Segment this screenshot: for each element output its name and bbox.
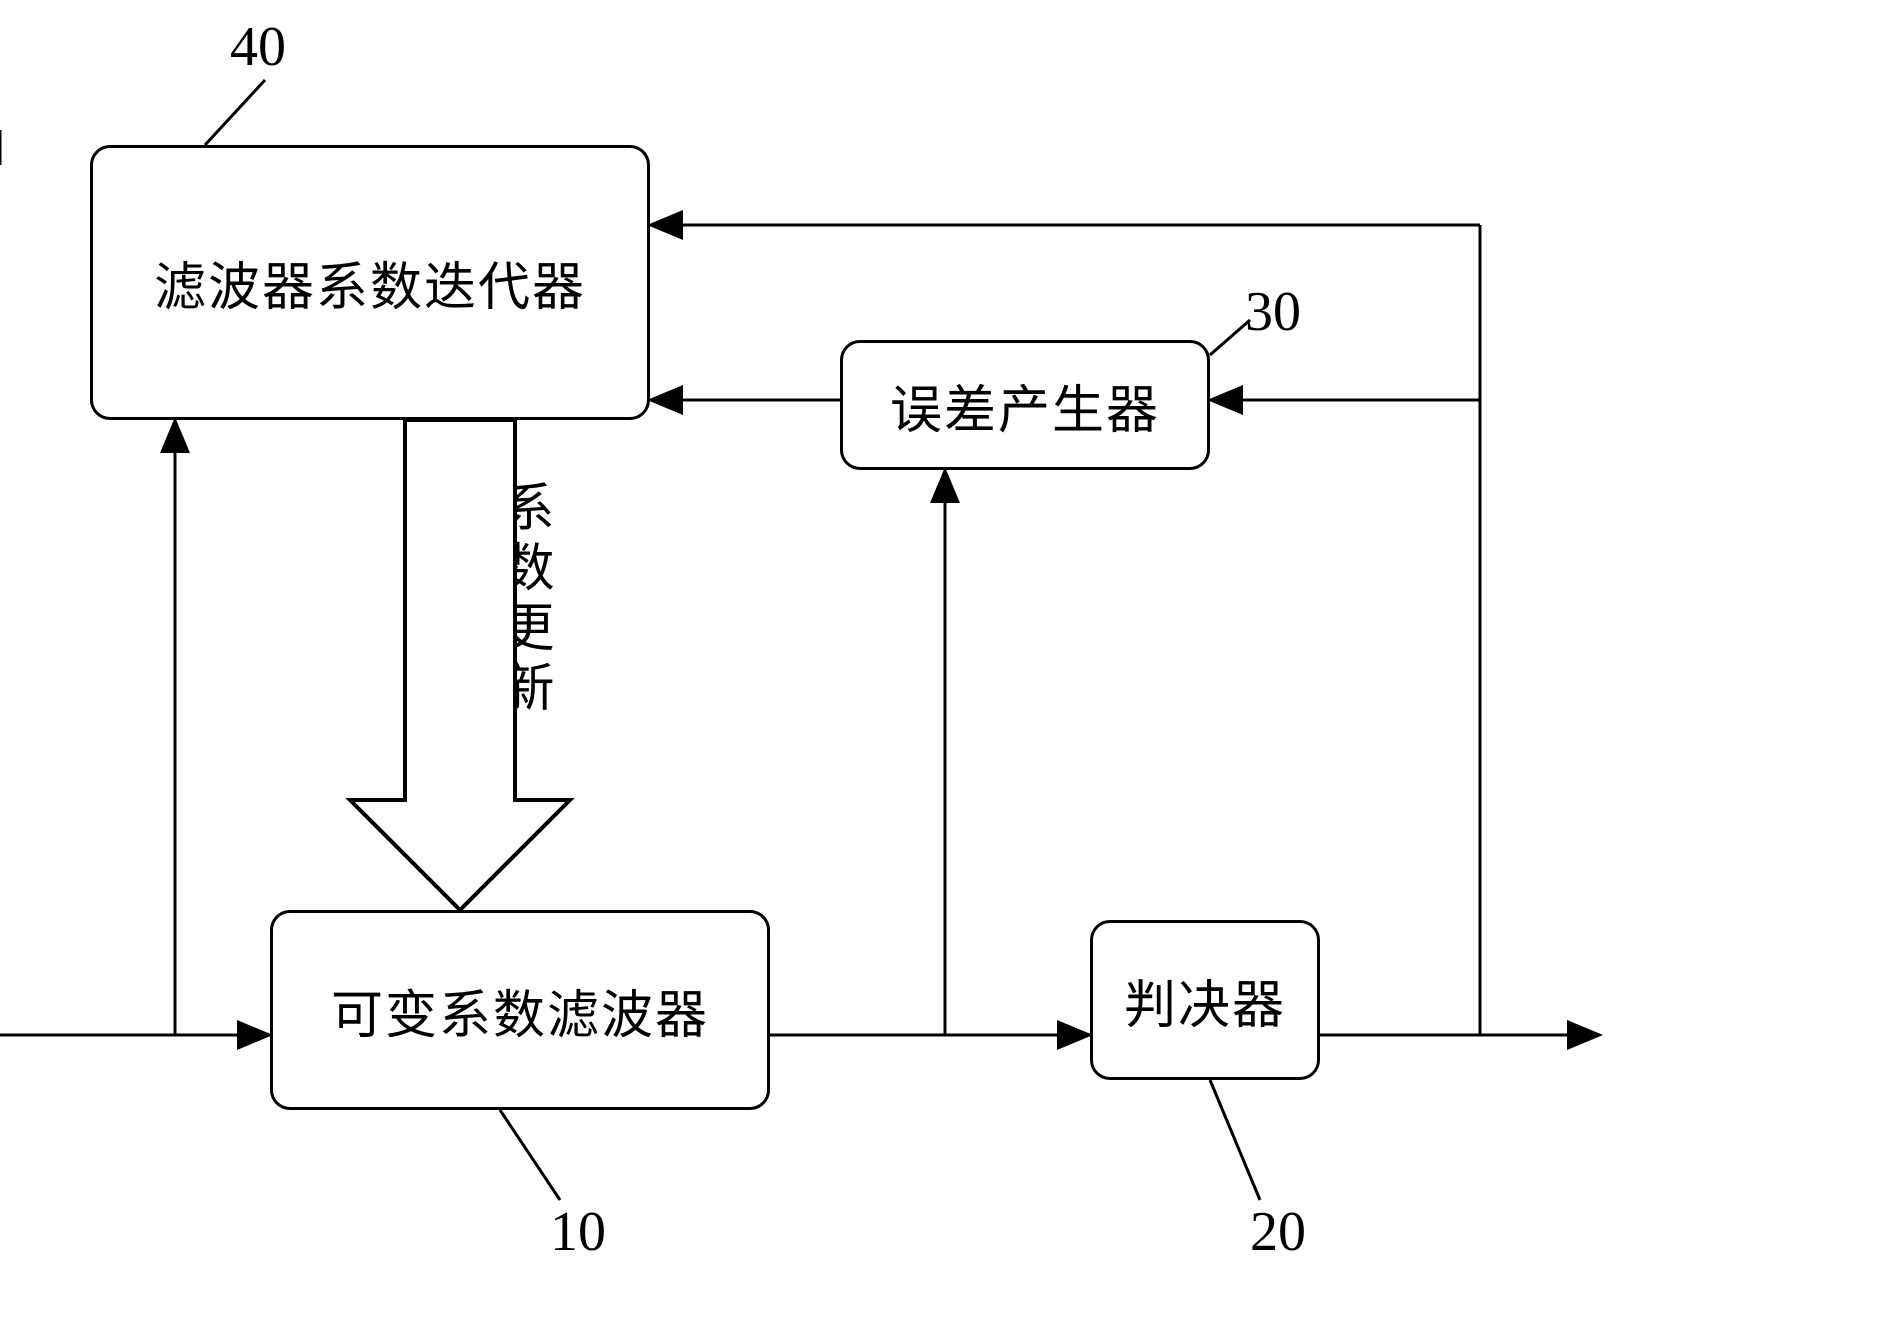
node-label-iterator: 滤波器系数迭代器 — [154, 245, 586, 320]
node-label-var-filter: 可变系数滤波器 — [331, 973, 709, 1048]
node-error-generator: 误差产生器 — [840, 340, 1210, 470]
edge-label-coeff-update: 系数更新 — [485, 480, 560, 720]
ref-label-10: 10 — [550, 1200, 606, 1264]
node-variable-coeff-filter: 可变系数滤波器 — [270, 910, 770, 1110]
ref-label-30: 30 — [1245, 280, 1301, 344]
node-label-error-gen: 误差产生器 — [890, 368, 1160, 443]
ref-label-20: 20 — [1250, 1200, 1306, 1264]
node-decision-unit: 判决器 — [1090, 920, 1320, 1080]
node-label-decision: 判决器 — [1124, 963, 1286, 1038]
ref-label-40: 40 — [230, 15, 286, 79]
node-filter-coeff-iterator: 滤波器系数迭代器 — [90, 145, 650, 420]
